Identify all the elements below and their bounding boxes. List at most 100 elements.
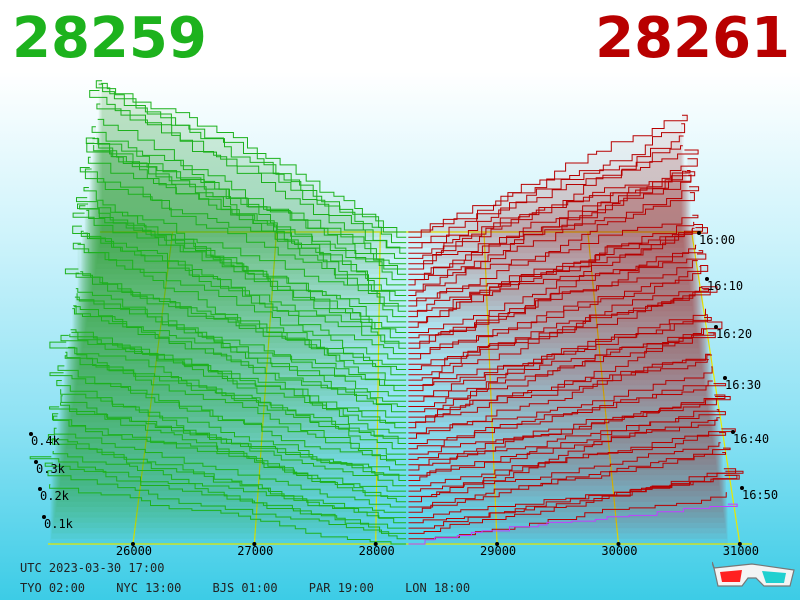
ask-depth-fill — [408, 409, 719, 470]
bid-depth-line — [89, 90, 407, 249]
ask-depth-fill — [408, 260, 698, 344]
bid-depth-line — [79, 167, 407, 307]
bid-depth-fill — [84, 187, 407, 312]
ask-depth-fill — [408, 245, 697, 333]
depth-curves — [29, 80, 744, 545]
ask-depth-line — [408, 244, 697, 333]
bid-depth-line — [74, 306, 407, 402]
x-gridline — [483, 231, 498, 545]
ask-depth-fill — [408, 492, 727, 539]
ask-depth-fill — [408, 399, 717, 465]
bid-depth-line — [53, 427, 407, 508]
ask-depth-fill — [408, 468, 736, 518]
ask-depth-line — [408, 474, 740, 534]
ask-depth-fill — [408, 289, 711, 381]
bid-depth-fill — [98, 84, 407, 254]
ask-depth-line — [408, 158, 698, 275]
ask-depth-line — [408, 354, 712, 439]
time-tick-label: 16:10 — [707, 279, 743, 293]
zone-nyc: NYC 13:00 — [116, 581, 182, 595]
ask-depth-fill — [408, 322, 722, 407]
ask-depth-line — [408, 308, 706, 397]
bid-depth-line — [49, 341, 407, 450]
bid-depth-fill — [54, 428, 407, 507]
volume-tick-label: 0.1k — [44, 517, 74, 531]
bid-depth-line — [72, 225, 407, 355]
ask-depth-line — [408, 366, 713, 434]
bid-depth-line — [29, 456, 407, 540]
volume-tick-marker — [42, 515, 46, 519]
ask-depth-line — [408, 250, 704, 349]
x-gridline — [587, 231, 620, 545]
bid-depth-fill — [96, 138, 407, 264]
x-tick-marker — [252, 542, 257, 546]
bid-depth-fill — [72, 308, 407, 412]
ask-depth-line — [408, 359, 709, 418]
ask-depth-fill — [408, 150, 699, 254]
ask-depth-line — [408, 145, 683, 244]
x-tick-marker — [130, 542, 135, 546]
ask-depth-line — [408, 186, 700, 286]
ask-depth-fill — [408, 355, 712, 439]
bid-depth-fill — [80, 271, 407, 365]
ask-depth-line — [408, 135, 684, 249]
ask-depth-line — [408, 314, 708, 392]
ask-depth-fill — [408, 395, 725, 455]
bid-depth-fill — [79, 205, 407, 333]
bid-depth-fill — [101, 83, 407, 238]
ask-depth-fill — [408, 329, 707, 402]
bid-depth-line — [49, 372, 407, 466]
ask-depth-fill — [408, 266, 701, 354]
bid-depth-fill — [53, 451, 407, 523]
bid-depth-fill — [77, 204, 407, 317]
time-tick-marker — [705, 277, 709, 281]
ask-depth-line — [408, 321, 723, 407]
ask-depth-fill — [408, 136, 684, 248]
timezone-list: TYO 02:00 NYC 13:00 BJS 01:00 PAR 19:00 … — [20, 581, 494, 595]
ask-depth-fill — [408, 254, 706, 338]
bid-depth-line — [96, 103, 407, 244]
bid-depth-line — [84, 168, 407, 296]
bid-depth-fill — [74, 306, 407, 402]
ask-depth-line — [408, 503, 738, 545]
time-tick-marker — [731, 430, 735, 434]
ask-depth-line — [408, 383, 727, 450]
ask-depth-line — [408, 328, 707, 402]
x-gridline — [691, 231, 741, 545]
ask-depth-fill — [408, 250, 703, 349]
bid-depth-line — [47, 470, 407, 534]
bid-depth-line — [67, 346, 407, 439]
ask-depth-line — [408, 192, 695, 291]
bid-depth-fill — [60, 389, 407, 486]
ask-depth-fill — [408, 287, 703, 375]
ask-depth-line — [408, 288, 709, 370]
x-tick-label: 29000 — [480, 544, 516, 558]
ask-depth-fill — [408, 428, 736, 502]
time-tick-label: 16:00 — [699, 233, 735, 247]
ask-depth-fill — [408, 229, 693, 301]
3d-glasses-icon[interactable] — [712, 560, 796, 592]
ask-depth-line — [408, 227, 695, 323]
x-tick-label: 27000 — [237, 544, 273, 558]
ask-depth-line — [408, 396, 731, 460]
bid-depth-line — [52, 415, 407, 503]
ask-depth-fill — [408, 115, 688, 238]
x-tick-marker — [616, 542, 621, 546]
bid-depth-fill — [49, 484, 407, 544]
ask-depth-fill — [408, 171, 686, 264]
ask-depth-line — [408, 221, 695, 312]
volume-tick-marker — [38, 487, 42, 491]
bid-depth-line — [93, 145, 407, 286]
x-gridline — [132, 231, 174, 545]
bid-depth-line — [49, 484, 407, 545]
chart-labels: 26000 27000 28000 29000 30000 31000 0.1k 0.2k 0.… — [29, 231, 778, 558]
bid-depth-line — [87, 156, 407, 302]
time-tick-marker — [740, 486, 744, 490]
ask-depth-fill — [408, 192, 695, 291]
bid-depth-line — [60, 334, 407, 434]
ask-depth-line — [408, 227, 708, 328]
x-tick-label: 31000 — [723, 544, 759, 558]
zone-par: PAR 19:00 — [308, 581, 374, 595]
ask-depth-fill — [408, 420, 719, 481]
utc-time: UTC 2023-03-30 17:00 — [20, 561, 165, 575]
